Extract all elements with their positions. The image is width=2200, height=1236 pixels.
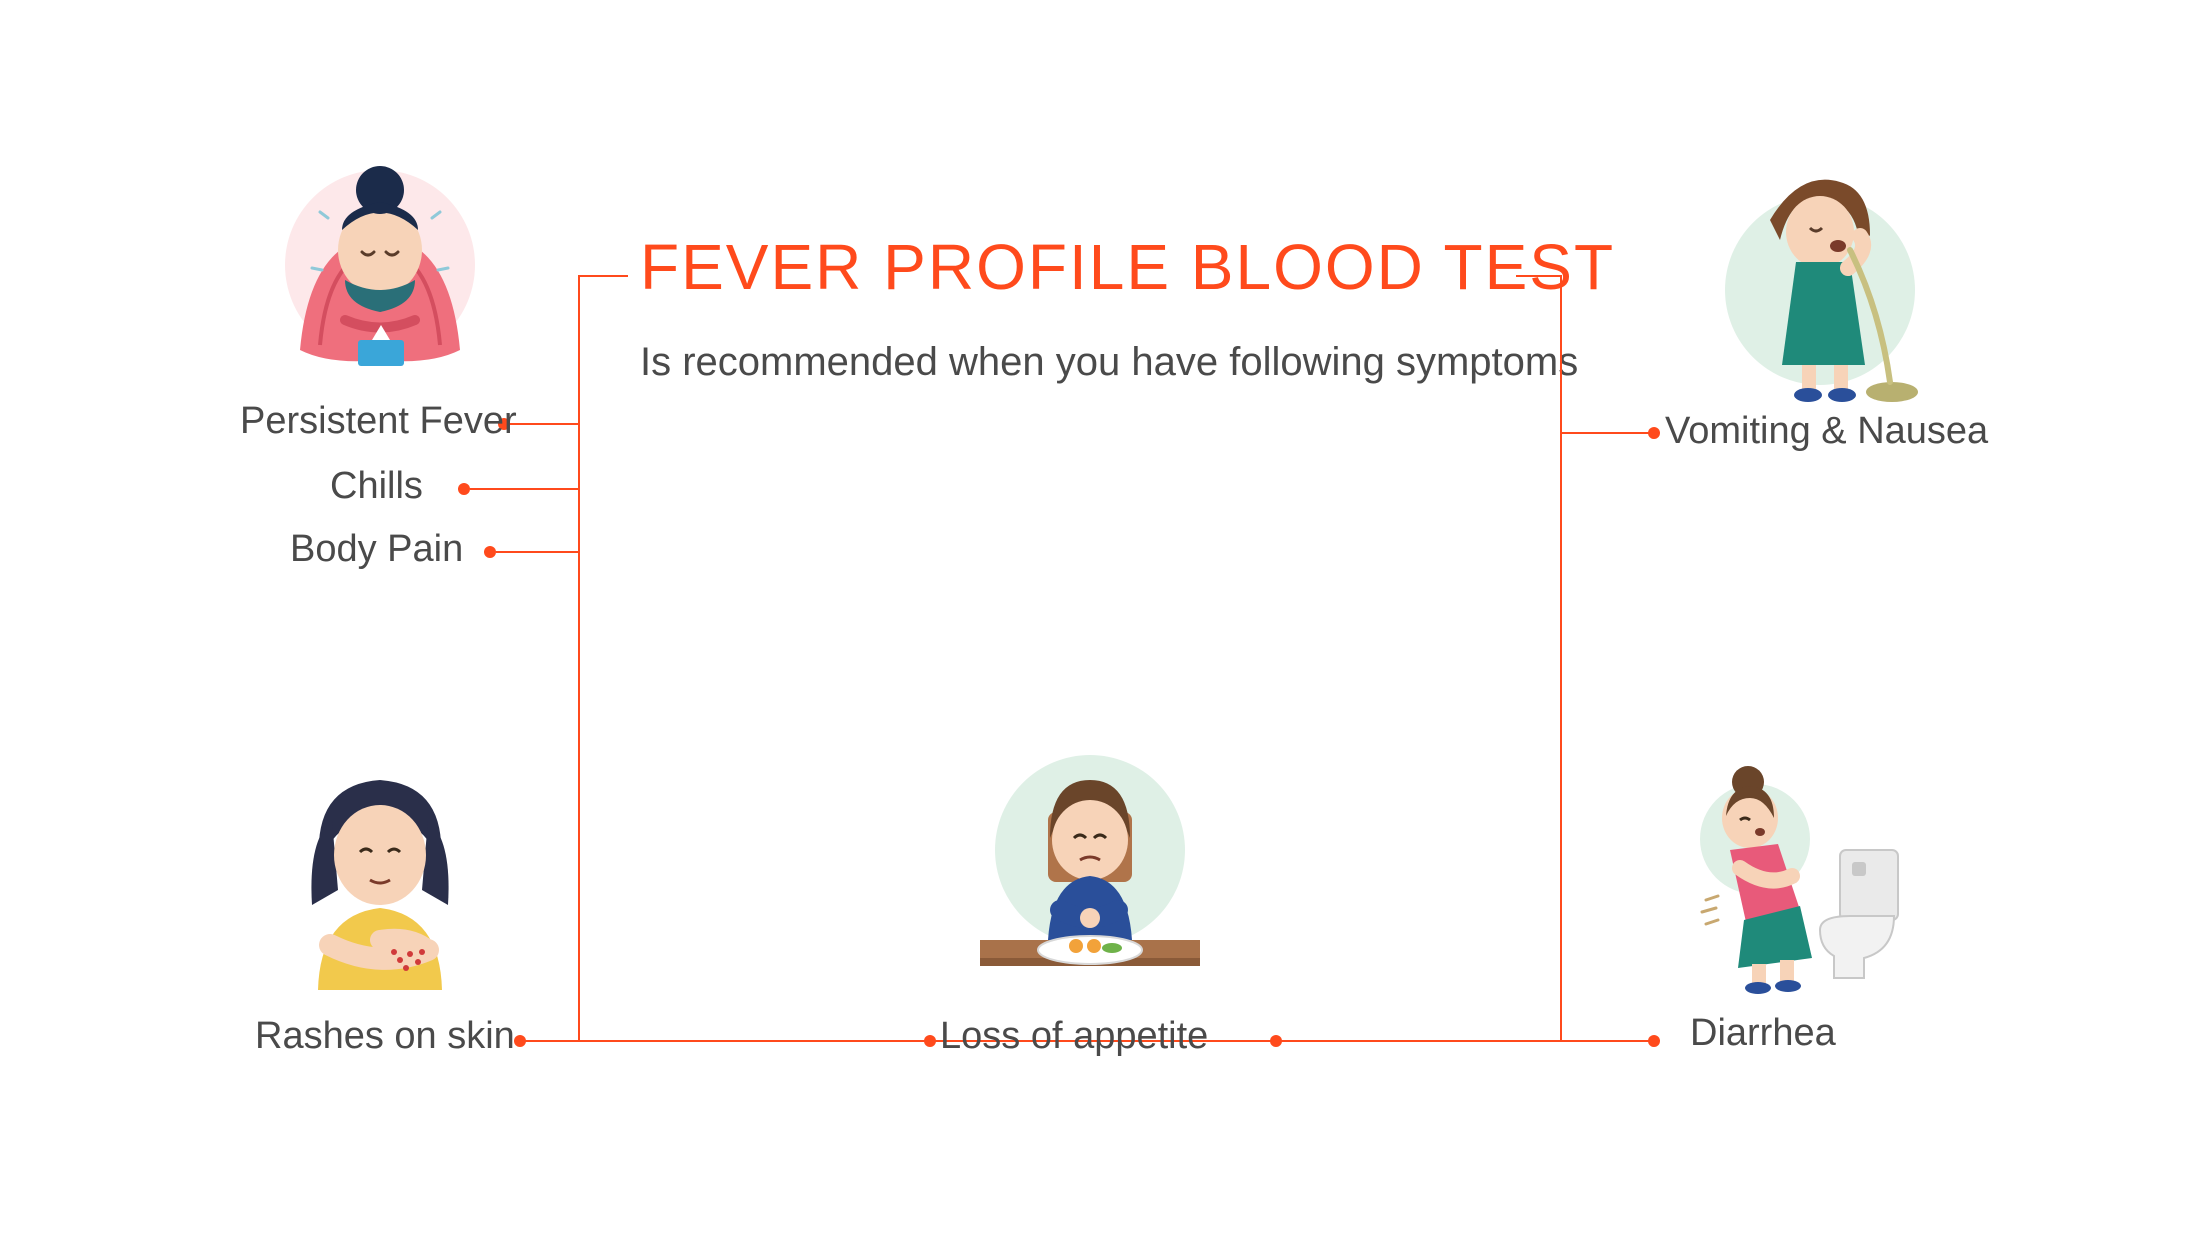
line-chills [470, 488, 580, 490]
dot-vomiting [1648, 427, 1660, 439]
vomiting-icon [1700, 150, 1960, 410]
frame-top-right-arm [1516, 275, 1562, 277]
dot-body-pain [484, 546, 496, 558]
frame-left-vertical [578, 275, 580, 1040]
label-diarrhea: Diarrhea [1690, 1012, 1836, 1055]
frame-right-vertical [1560, 275, 1562, 1040]
dot-loss-appetite-right [1270, 1035, 1282, 1047]
page-title: FEVER PROFILE BLOOD TEST [640, 230, 1615, 304]
rashes-icon [260, 740, 500, 1000]
line-loss-appetite-left [882, 1040, 928, 1042]
dot-diarrhea [1648, 1035, 1660, 1047]
label-body-pain: Body Pain [290, 528, 463, 571]
line-loss-appetite-right [1228, 1040, 1274, 1042]
label-persistent-fever: Persistent Fever [240, 400, 517, 443]
dot-chills [458, 483, 470, 495]
label-vomiting: Vomiting & Nausea [1665, 410, 1988, 453]
frame-top-left-arm [578, 275, 628, 277]
line-diarrhea-right [1562, 1040, 1652, 1042]
dot-rashes [514, 1035, 526, 1047]
label-loss-appetite: Loss of appetite [940, 1015, 1208, 1058]
line-body-pain [496, 551, 580, 553]
label-chills: Chills [330, 465, 423, 508]
line-rashes [524, 1040, 580, 1042]
fever-person-icon [250, 140, 510, 380]
line-vomiting [1562, 432, 1652, 434]
line-persistent-fever [510, 423, 580, 425]
dot-loss-appetite-left [924, 1035, 936, 1047]
page-subtitle: Is recommended when you have following s… [640, 340, 1578, 385]
label-rashes: Rashes on skin [255, 1015, 515, 1058]
diarrhea-icon [1640, 740, 1940, 1000]
loss-appetite-icon [940, 740, 1240, 1000]
